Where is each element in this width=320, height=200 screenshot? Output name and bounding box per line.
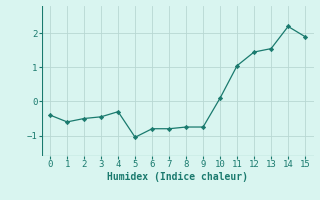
X-axis label: Humidex (Indice chaleur): Humidex (Indice chaleur) <box>107 172 248 182</box>
